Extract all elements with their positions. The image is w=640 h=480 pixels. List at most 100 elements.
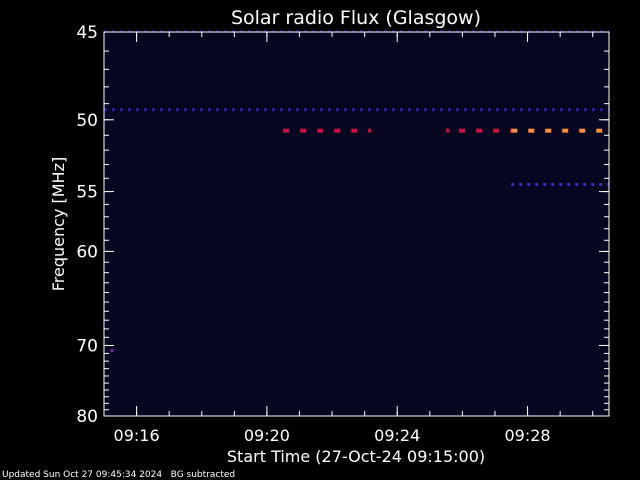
band-segment xyxy=(607,182,609,186)
band-segment xyxy=(552,108,555,112)
band-segment xyxy=(520,108,523,112)
band-segment xyxy=(511,182,515,186)
band-segment xyxy=(459,128,466,133)
band-segment xyxy=(224,108,227,112)
band-segment xyxy=(104,108,107,112)
band-segment xyxy=(112,108,115,112)
updated-text: Updated Sun Oct 27 09:45:34 2024 xyxy=(2,470,163,480)
band-segment xyxy=(328,108,331,112)
band-segment xyxy=(579,128,586,133)
x-tick-label: 09:20 xyxy=(244,426,290,445)
spectrogram-area xyxy=(104,30,609,416)
band-segment xyxy=(567,182,571,186)
band-segment xyxy=(256,108,259,112)
x-axis-label: Start Time (27-Oct-24 09:15:00) xyxy=(227,447,485,466)
x-tick-label: 09:16 xyxy=(114,426,160,445)
band-segment xyxy=(376,108,379,112)
band-segment xyxy=(527,182,531,186)
x-tick-label: 09:28 xyxy=(504,426,550,445)
band-segment xyxy=(248,108,251,112)
band-segment xyxy=(456,108,459,112)
band-segment xyxy=(200,108,203,112)
band-segment xyxy=(216,108,219,112)
band-segment xyxy=(584,108,587,112)
band-segment xyxy=(591,182,595,186)
y-axis-label: Frequency [MHz] xyxy=(49,157,68,291)
band-segment xyxy=(576,108,579,112)
band-segment xyxy=(496,108,499,112)
band-segment xyxy=(240,108,243,112)
band-segment xyxy=(551,182,555,186)
band-segment xyxy=(536,108,539,112)
band-segment xyxy=(472,108,475,112)
band-segment xyxy=(392,108,395,112)
band-segment xyxy=(334,128,341,133)
band-segment xyxy=(344,108,347,112)
band-segment xyxy=(416,108,419,112)
y-tick-label: 60 xyxy=(76,242,98,262)
band-segment xyxy=(599,182,603,186)
band-segment xyxy=(600,108,603,112)
band-segment xyxy=(562,128,569,133)
band-segment xyxy=(440,108,443,112)
band-segment xyxy=(446,128,450,133)
band-segment xyxy=(360,108,363,112)
band-segment xyxy=(296,108,299,112)
band-segment xyxy=(144,108,147,112)
band-segment xyxy=(596,128,603,133)
band-segment xyxy=(384,108,387,112)
plot-frame xyxy=(103,31,610,417)
y-tick-label: 70 xyxy=(76,336,98,356)
band-segment xyxy=(511,128,518,133)
band-segment xyxy=(351,128,358,133)
band-segment xyxy=(312,108,315,112)
band-segment xyxy=(300,128,307,133)
band-segment xyxy=(264,108,267,112)
band-segment xyxy=(592,108,595,112)
band-segment xyxy=(519,182,523,186)
spectrogram-background xyxy=(104,32,609,416)
band-segment xyxy=(488,108,491,112)
band-segment xyxy=(528,128,535,133)
band-segment xyxy=(543,182,547,186)
band-segment xyxy=(272,108,275,112)
axes: 45 50 55 60 70 80 09:16 09:20 09:24 09:28 xyxy=(76,23,610,445)
band-segment xyxy=(288,108,291,112)
band-segment xyxy=(493,128,500,133)
band-segment xyxy=(464,108,467,112)
band-segment xyxy=(432,108,435,112)
y-tick-label: 80 xyxy=(76,407,98,427)
band-segment xyxy=(400,108,403,112)
band-segment xyxy=(575,182,579,186)
band-segment xyxy=(448,108,451,112)
band-segment xyxy=(368,108,371,112)
band-segment xyxy=(283,128,290,133)
band-segment xyxy=(120,108,123,112)
band-segment xyxy=(128,108,131,112)
x-tick-label: 09:24 xyxy=(374,426,420,445)
band-segment xyxy=(184,108,187,112)
band-segment xyxy=(560,108,563,112)
band-segment xyxy=(152,108,155,112)
band-segment xyxy=(160,108,163,112)
band-segment xyxy=(535,182,539,186)
band-segment xyxy=(568,108,571,112)
band-segment xyxy=(304,108,307,112)
band-segment xyxy=(583,182,587,186)
band-segment xyxy=(368,128,372,133)
band-segment xyxy=(424,108,427,112)
band-segment xyxy=(208,108,211,112)
footer-status: Updated Sun Oct 27 09:45:34 2024 BG subt… xyxy=(2,470,235,480)
band-segment xyxy=(352,108,355,112)
band-segment xyxy=(510,128,512,133)
band-segment xyxy=(512,108,515,112)
chart-title: Solar radio Flux (Glasgow) xyxy=(231,7,481,29)
y-tick-label: 45 xyxy=(76,23,98,43)
band-segment xyxy=(136,108,139,112)
band-segment xyxy=(528,108,531,112)
band-segment xyxy=(408,108,411,112)
band-segment xyxy=(476,128,483,133)
band-segment xyxy=(336,108,339,112)
band-segment xyxy=(192,108,195,112)
